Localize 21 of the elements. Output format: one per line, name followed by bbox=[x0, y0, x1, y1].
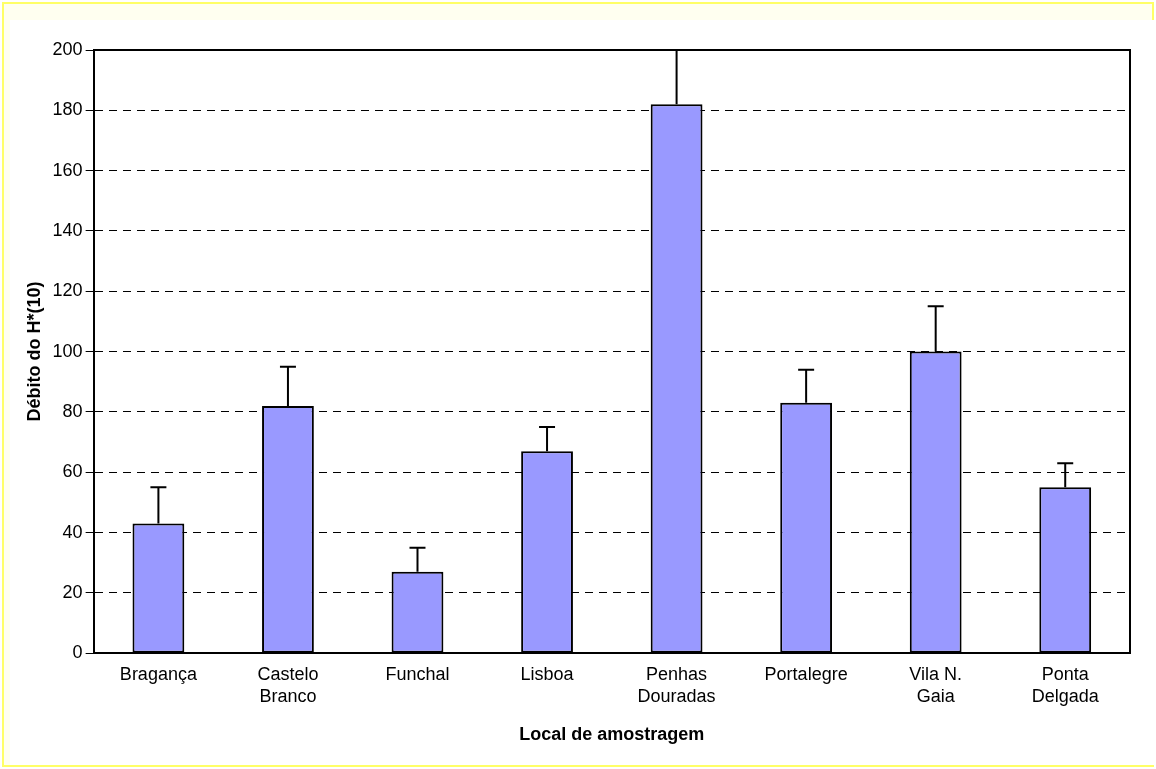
y-tick-label: 0 bbox=[72, 642, 83, 663]
x-tick-label: Bragança bbox=[119, 663, 198, 684]
y-tick-label: 80 bbox=[62, 400, 83, 421]
y-tick-label: 120 bbox=[52, 280, 83, 301]
y-tick-label: 60 bbox=[62, 461, 83, 482]
y-tick-label: 140 bbox=[52, 219, 83, 240]
x-tick-label: Portalegre bbox=[764, 663, 848, 684]
y-axis-title: Débito do H*(10) bbox=[23, 281, 44, 422]
y-tick-label: 40 bbox=[62, 521, 83, 542]
y-tick-label: 160 bbox=[52, 159, 83, 180]
y-tick-label: 100 bbox=[52, 340, 83, 361]
x-tick-label: Ponta Delgada bbox=[1031, 663, 1100, 706]
x-tick-label: Vila N. Gaia bbox=[909, 663, 963, 706]
y-tick-label: 200 bbox=[52, 38, 83, 59]
x-tick-label: Lisboa bbox=[520, 663, 575, 684]
x-tick-label: Penhas Douradas bbox=[637, 663, 716, 706]
y-tick-label: 180 bbox=[52, 99, 83, 120]
y-tick-label: 20 bbox=[62, 581, 83, 602]
x-tick-label: Funchal bbox=[385, 663, 450, 684]
x-tick-label: Castelo Branco bbox=[257, 663, 319, 706]
x-axis-title: Local de amostragem bbox=[519, 724, 705, 745]
